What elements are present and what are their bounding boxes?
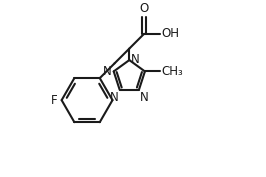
Text: CH₃: CH₃ <box>161 65 183 78</box>
Text: F: F <box>51 94 57 107</box>
Text: N: N <box>140 91 149 104</box>
Text: N: N <box>103 65 112 78</box>
Text: N: N <box>131 53 140 66</box>
Text: N: N <box>110 91 118 104</box>
Text: OH: OH <box>162 27 180 40</box>
Text: O: O <box>139 2 149 15</box>
